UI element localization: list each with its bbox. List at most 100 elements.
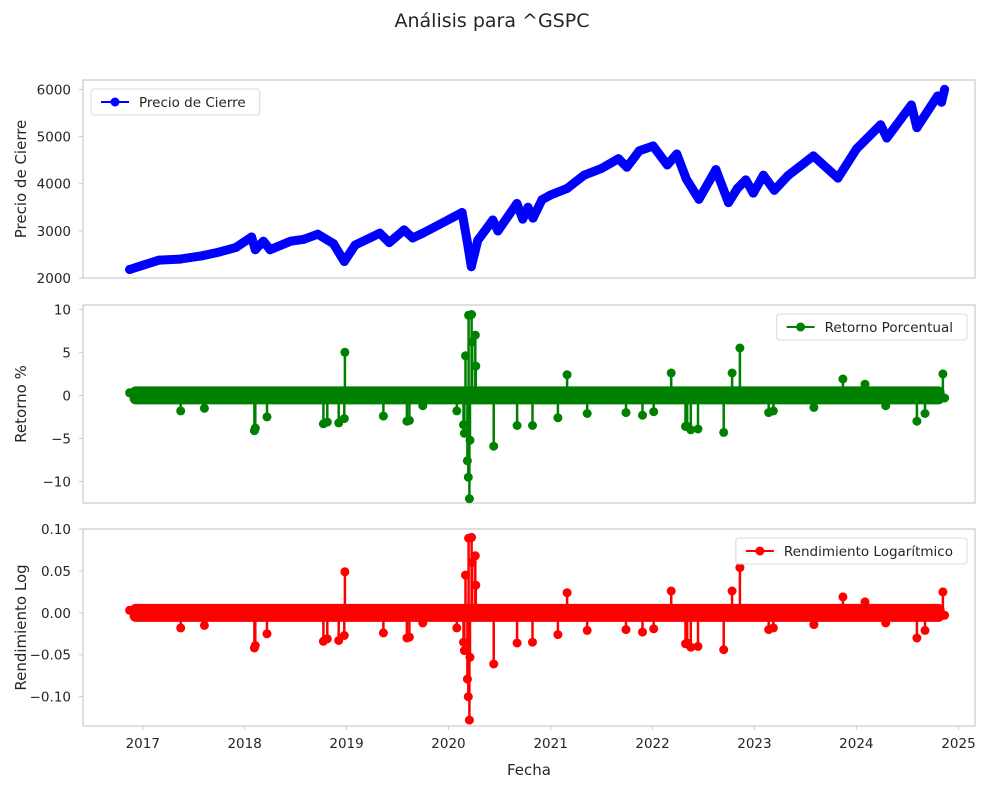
data-point: [735, 563, 745, 573]
data-point: [694, 194, 704, 204]
x-tick-label: 2023: [737, 736, 771, 752]
x-tick-label: 2017: [126, 736, 160, 752]
data-point: [562, 370, 572, 380]
panel-percent-return: 10 5 0 −5 −10 Retorno % Retorno Porcentual: [12, 302, 976, 504]
legend-box: [776, 313, 968, 341]
data-point: [719, 427, 729, 437]
data-point: [465, 652, 475, 662]
x-axis-label: Fecha: [507, 761, 551, 779]
data-point: [622, 162, 632, 172]
data-point: [471, 580, 481, 590]
data-point: [404, 415, 414, 425]
data-point: [339, 414, 349, 424]
data-point: [838, 374, 848, 384]
data-point: [838, 592, 848, 602]
data-point: [711, 165, 721, 175]
data-point: [938, 369, 948, 379]
data-point: [666, 586, 676, 596]
data-point: [648, 141, 658, 151]
plot-frame-percent-return: [82, 304, 976, 504]
legend-log-return: Rendimiento Logarítmico: [735, 537, 968, 565]
legend-swatch-marker: [110, 97, 120, 107]
data-point: [404, 632, 414, 642]
data-point: [523, 202, 533, 212]
data-point: [906, 100, 916, 110]
data-point: [783, 388, 793, 398]
data-point: [912, 123, 922, 133]
data-point: [940, 610, 950, 620]
legend-label: Precio de Cierre: [139, 95, 246, 111]
x-tick-label: 2018: [227, 736, 261, 752]
y-tick-label: 0.05: [41, 564, 71, 580]
data-point: [339, 257, 349, 266]
data-point: [322, 634, 332, 644]
data-point: [470, 330, 480, 340]
data-point: [693, 424, 703, 434]
data-point: [154, 604, 164, 614]
data-point: [537, 195, 547, 205]
data-point: [197, 251, 207, 261]
y-ticks-log-return: 0.10 0.05 0.00 −0.05 −0.10: [30, 522, 83, 706]
panel-closing-price: 2000 3000 4000 5000 6000 Precio de Cierre Pr…: [12, 79, 976, 287]
legend-label: Rendimiento Logarítmico: [784, 544, 953, 560]
data-point: [727, 586, 737, 596]
data-point: [250, 423, 260, 433]
data-point: [638, 410, 647, 420]
data-point: [138, 260, 148, 270]
data-point: [466, 262, 476, 272]
data-point: [176, 406, 186, 416]
data-point: [250, 641, 260, 650]
data-point: [418, 228, 428, 238]
data-point: [470, 551, 480, 561]
y-tick-label: 0: [62, 388, 71, 404]
y-tick-label: 3000: [37, 224, 71, 240]
data-point: [465, 435, 475, 445]
data-point: [666, 368, 676, 378]
y-tick-label: 5: [62, 345, 71, 361]
x-tick-label: 2022: [635, 736, 669, 752]
data-point: [286, 605, 296, 614]
data-point: [512, 638, 522, 648]
data-point: [940, 393, 950, 403]
data-point: [125, 605, 135, 615]
data-point: [265, 245, 275, 255]
panel-log-return: 0.10 0.05 0.00 −0.05 −0.10 Rendimiento Log R…: [12, 522, 976, 727]
data-point: [322, 417, 332, 427]
data-point: [528, 637, 537, 647]
data-point: [464, 715, 474, 725]
data-point: [262, 412, 272, 422]
data-point: [199, 403, 209, 413]
y-tick-label: −10: [43, 474, 72, 490]
x-tick-label: 2025: [941, 736, 975, 752]
data-point: [489, 441, 499, 451]
data-point: [339, 631, 349, 640]
y-tick-label: 5000: [37, 130, 71, 146]
data-point: [154, 255, 164, 265]
figure-title: Análisis para ^GSPC: [395, 10, 590, 32]
data-point: [758, 170, 768, 180]
data-point: [378, 411, 388, 421]
data-point: [299, 234, 309, 244]
data-point: [223, 605, 233, 614]
data-point: [125, 388, 135, 398]
data-point: [408, 233, 418, 243]
data-point: [358, 606, 368, 616]
data-point: [938, 587, 948, 597]
data-point: [719, 645, 729, 655]
data-point: [809, 402, 819, 412]
data-point: [176, 623, 186, 633]
data-point: [920, 625, 930, 635]
data-point: [493, 226, 503, 236]
data-point: [528, 421, 537, 430]
data-point: [375, 228, 385, 238]
data-point: [286, 236, 296, 246]
data-point: [223, 387, 233, 397]
data-point: [199, 620, 209, 630]
data-point: [686, 642, 696, 652]
data-point: [783, 171, 793, 181]
data-point: [783, 605, 793, 615]
data-point: [512, 199, 522, 208]
x-tick-label: 2020: [431, 736, 465, 752]
data-point: [882, 133, 892, 143]
